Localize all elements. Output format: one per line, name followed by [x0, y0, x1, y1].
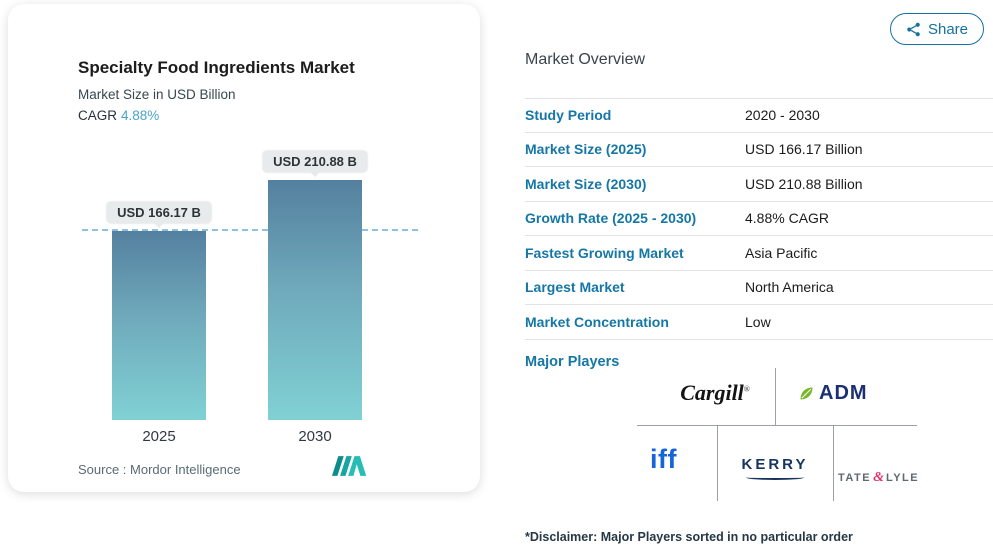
- adm-logo-text: ADM: [819, 382, 868, 404]
- x-axis-label-2025: 2025: [142, 428, 176, 445]
- kerry-logo: KERRY: [722, 456, 828, 480]
- registered-mark-icon: ®: [743, 384, 750, 394]
- bar-value-label-2030: USD 210.88 B: [263, 151, 367, 172]
- cagr-label: CAGR: [78, 108, 118, 123]
- adm-leaf-icon: [800, 387, 813, 400]
- cagr-line: CAGR 4.88%: [78, 108, 159, 123]
- kerry-swoosh-icon: [746, 475, 804, 480]
- major-players-heading: Major Players: [525, 354, 620, 370]
- cargill-logo: Cargill®: [655, 380, 775, 406]
- row-label: Market Size (2025): [525, 141, 647, 158]
- bar-value-label-2025: USD 166.17 B: [107, 202, 211, 223]
- kerry-logo-text: KERRY: [741, 456, 809, 473]
- row-label: Growth Rate (2025 - 2030): [525, 210, 697, 227]
- bar-2030[interactable]: [268, 180, 362, 420]
- divider-horizontal: [637, 425, 917, 426]
- bar-2025[interactable]: [112, 231, 206, 420]
- table-row-market-concentration: Market Concentration Low: [525, 305, 993, 340]
- share-label: Share: [927, 20, 969, 38]
- share-icon: [907, 22, 920, 36]
- reference-line: [82, 229, 418, 231]
- iff-logo: iff: [650, 444, 677, 475]
- table-row-growth-rate: Growth Rate (2025 - 2030) 4.88% CAGR: [525, 202, 993, 236]
- row-value: 4.88% CAGR: [745, 210, 830, 227]
- bar-chart: USD 166.17 B USD 210.88 B: [82, 151, 418, 420]
- table-row-largest-market: Largest Market North America: [525, 271, 993, 305]
- lyle-logo-text: LYLE: [885, 472, 920, 484]
- row-value: Asia Pacific: [745, 244, 818, 261]
- row-value: USD 210.88 Billion: [745, 175, 863, 192]
- market-overview-table: Study Period 2020 - 2030 Market Size (20…: [525, 98, 993, 340]
- tate-and-lyle-logo: TATE & LYLE: [838, 470, 919, 486]
- table-row-fastest-growing-market: Fastest Growing Market Asia Pacific: [525, 236, 993, 271]
- row-value: North America: [745, 279, 834, 296]
- cagr-value: 4.88%: [121, 108, 160, 123]
- source-attribution: Source : Mordor Intelligence: [78, 462, 241, 477]
- divider-vertical-right: [833, 425, 834, 501]
- chart-title: Specialty Food Ingredients Market: [78, 58, 355, 77]
- market-chart-card: Specialty Food Ingredients Market Market…: [8, 4, 480, 492]
- disclaimer-text: *Disclaimer: Major Players sorted in no …: [525, 530, 853, 544]
- row-label: Largest Market: [525, 279, 625, 296]
- divider-vertical-top: [775, 368, 776, 425]
- table-row-market-size-2025: Market Size (2025) USD 166.17 Billion: [525, 133, 993, 167]
- chart-subtitle: Market Size in USD Billion: [78, 87, 236, 102]
- table-row-study-period: Study Period 2020 - 2030: [525, 98, 993, 133]
- row-label: Study Period: [525, 107, 612, 124]
- cargill-logo-text: Cargill: [680, 380, 744, 405]
- row-value: 2020 - 2030: [745, 107, 820, 124]
- tooltip-pointer-icon: [154, 223, 164, 228]
- bar-group-2025: USD 166.17 B: [107, 202, 211, 420]
- divider-vertical-left: [717, 425, 718, 501]
- tate-logo-text: TATE: [838, 472, 872, 484]
- row-label: Market Concentration: [525, 313, 669, 330]
- row-label: Market Size (2030): [525, 175, 647, 192]
- row-value: USD 166.17 Billion: [745, 141, 863, 158]
- row-label: Fastest Growing Market: [525, 244, 684, 261]
- adm-logo: ADM: [798, 382, 868, 405]
- iff-logo-text: iff: [650, 444, 677, 474]
- x-axis-label-2030: 2030: [298, 428, 332, 445]
- table-row-market-size-2030: Market Size (2030) USD 210.88 Billion: [525, 167, 993, 202]
- bar-group-2030: USD 210.88 B: [263, 151, 367, 420]
- share-button[interactable]: Share: [890, 13, 984, 45]
- tooltip-pointer-icon: [310, 172, 320, 177]
- row-value: Low: [745, 313, 771, 330]
- ampersand-icon: &: [873, 470, 884, 485]
- mordor-intelligence-logo: [332, 456, 367, 476]
- market-overview-heading: Market Overview: [525, 51, 646, 68]
